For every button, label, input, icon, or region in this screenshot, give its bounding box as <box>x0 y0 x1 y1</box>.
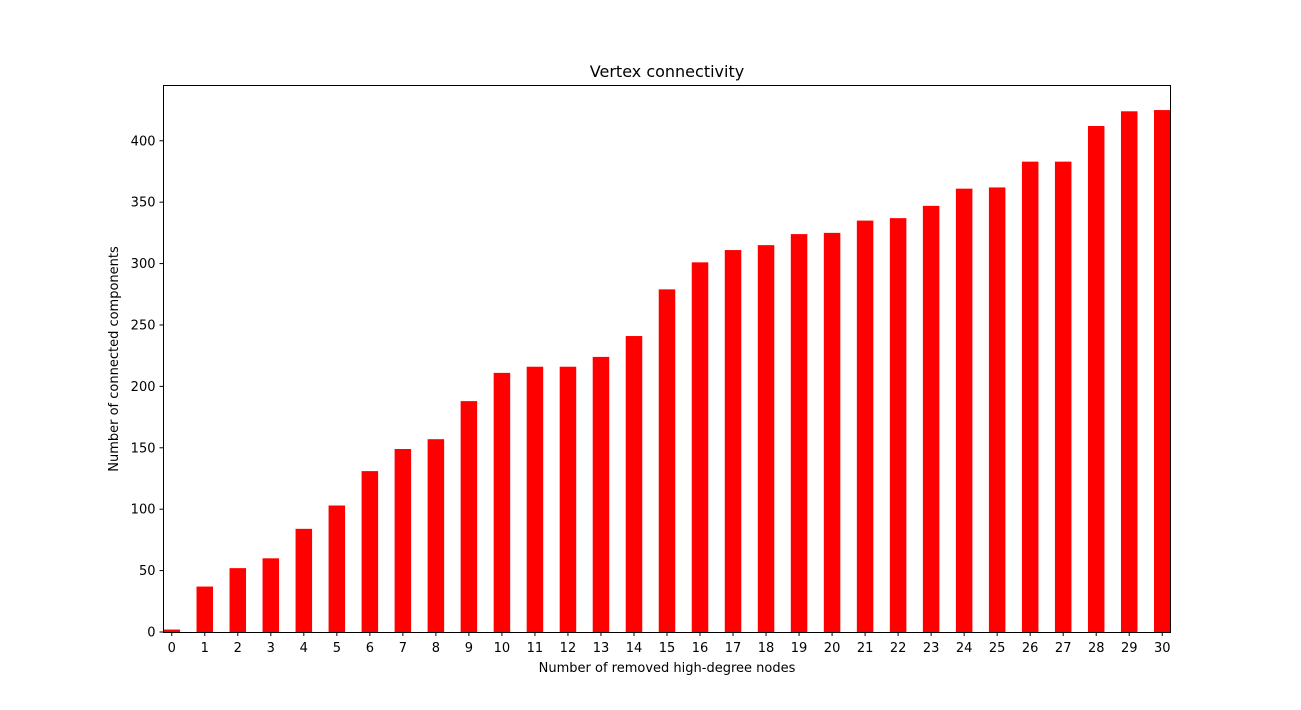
bars-group <box>163 110 1171 633</box>
bar-18 <box>757 245 775 633</box>
x-tick-label: 5 <box>333 641 341 656</box>
x-tick-label: 8 <box>432 641 440 656</box>
y-axis-label: Number of connected components <box>107 246 122 472</box>
bar-13 <box>592 356 610 632</box>
bar-4 <box>295 528 313 632</box>
plot-frame <box>163 85 1171 633</box>
y-tick-label: 0 <box>147 626 155 641</box>
x-tick-label: 29 <box>1121 641 1138 656</box>
y-tick-label: 200 <box>131 380 156 395</box>
x-tick-label: 24 <box>956 641 973 656</box>
x-tick-label: 18 <box>758 641 775 656</box>
x-tick-label: 27 <box>1055 641 1072 656</box>
bar-21 <box>856 220 874 632</box>
bar-19 <box>790 234 808 632</box>
bar-30 <box>1153 110 1171 633</box>
bar-9 <box>460 401 478 632</box>
x-tick-label: 9 <box>465 641 473 656</box>
bar-15 <box>658 289 676 632</box>
x-tick-label: 15 <box>659 641 676 656</box>
bar-25 <box>988 187 1006 632</box>
bar-28 <box>1087 126 1105 632</box>
x-axis-ticks: 0 1 2 3 4 5 6 7 8 9 10 11 12 13 14 15 16 17 18 19 20 21 22 23 24… <box>168 632 1171 656</box>
bar-8 <box>427 439 445 632</box>
bar-3 <box>262 558 280 632</box>
x-tick-label: 7 <box>399 641 407 656</box>
y-tick-label: 350 <box>131 196 156 211</box>
x-tick-label: 16 <box>692 641 709 656</box>
x-tick-label: 25 <box>989 641 1006 656</box>
x-tick-label: 1 <box>201 641 209 656</box>
x-tick-label: 2 <box>234 641 242 656</box>
x-tick-label: 21 <box>857 641 874 656</box>
y-tick-label: 100 <box>131 503 156 518</box>
x-tick-label: 20 <box>824 641 841 656</box>
bar-22 <box>889 218 907 632</box>
bar-14 <box>625 336 643 632</box>
bar-2 <box>229 568 247 632</box>
x-tick-label: 26 <box>1022 641 1039 656</box>
bar-6 <box>361 471 379 632</box>
chart-title: Vertex connectivity <box>590 62 744 81</box>
bar-16 <box>691 262 709 632</box>
bar-27 <box>1054 161 1072 632</box>
bar-20 <box>823 232 841 632</box>
x-tick-label: 28 <box>1088 641 1105 656</box>
y-tick-label: 400 <box>131 134 156 149</box>
bar-0 <box>163 629 181 632</box>
x-axis-label: Number of removed high-degree nodes <box>539 661 796 676</box>
bar-10 <box>493 372 511 632</box>
y-axis-ticks: 0 50 100 150 200 250 300 350 400 <box>131 134 164 641</box>
x-tick-label: 10 <box>494 641 511 656</box>
bar-24 <box>955 188 973 632</box>
x-tick-label: 14 <box>626 641 643 656</box>
x-tick-label: 4 <box>300 641 308 656</box>
y-tick-label: 300 <box>131 257 156 272</box>
bar-29 <box>1120 111 1138 632</box>
bar-5 <box>328 505 346 632</box>
y-tick-label: 250 <box>131 318 156 333</box>
x-tick-label: 3 <box>267 641 275 656</box>
bar-12 <box>559 366 577 632</box>
x-tick-label: 22 <box>890 641 907 656</box>
x-tick-label: 6 <box>366 641 374 656</box>
x-tick-label: 13 <box>593 641 610 656</box>
x-tick-label: 19 <box>791 641 808 656</box>
x-tick-label: 0 <box>168 641 176 656</box>
bar-17 <box>724 250 742 633</box>
x-tick-label: 12 <box>560 641 577 656</box>
x-tick-label: 17 <box>725 641 742 656</box>
x-tick-label: 23 <box>923 641 940 656</box>
x-tick-label: 11 <box>527 641 544 656</box>
x-tick-label: 30 <box>1154 641 1171 656</box>
bar-23 <box>922 205 940 632</box>
bar-26 <box>1021 161 1039 632</box>
y-tick-label: 150 <box>131 441 156 456</box>
bar-7 <box>394 449 412 632</box>
bar-1 <box>196 586 214 632</box>
y-tick-label: 50 <box>139 564 156 579</box>
bar-11 <box>526 366 544 632</box>
